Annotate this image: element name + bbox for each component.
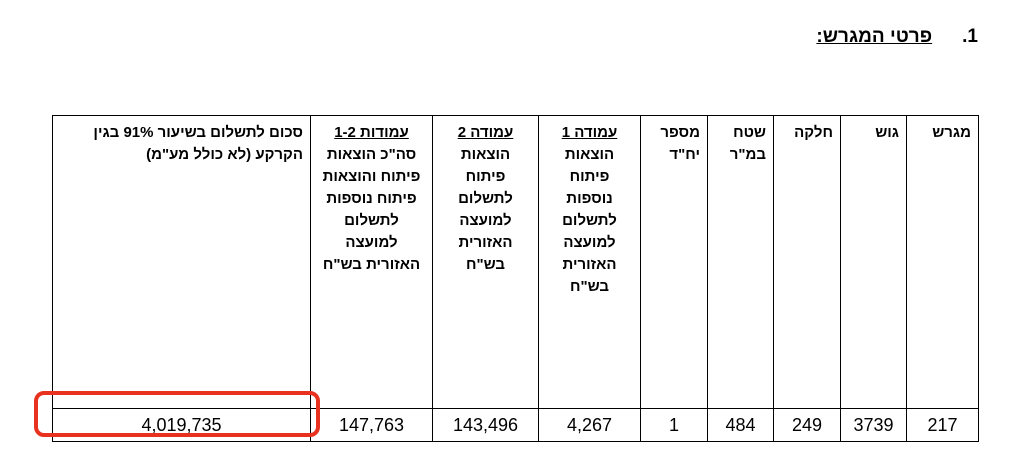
header-cell: עמודות 1-2 סה"כ הוצאות פיתוח והוצאות פיתו… [310, 115, 433, 409]
header-cell: מגרש [906, 115, 979, 409]
table-cell: 4,267 [538, 408, 641, 442]
header-text: הוצאות פיתוח לתשלום למועצה האזורית בש"ח [458, 146, 513, 273]
header-row: מגרש גוש חלקה שטח במ"ר מספר יח"ד עמודה 1 הוצאו… [52, 115, 979, 409]
header-title: שטח במ"ר [729, 124, 766, 163]
table-cell: 1 [640, 408, 708, 442]
table-cell: 217 [906, 408, 979, 442]
header-title: סכום לתשלום בשיעור 91% בגין הקרקע (לא כו… [93, 124, 303, 163]
table-cell: 249 [773, 408, 841, 442]
plot-table: מגרש גוש חלקה שטח במ"ר מספר יח"ד עמודה 1 הוצאו… [52, 115, 979, 442]
header-title: מספר יח"ד [660, 124, 700, 163]
header-title: חלקה [794, 124, 833, 141]
header-cell: שטח במ"ר [707, 115, 774, 409]
header-title: מגרש [932, 124, 971, 141]
header-text: הוצאות פיתוח נוספות לתשלום למועצה האזורי… [562, 146, 617, 295]
section-number: 1. [962, 26, 978, 47]
table-cell: 147,763 [310, 408, 433, 442]
header-title: עמודות 1-2 [334, 124, 409, 141]
header-text: סה"כ הוצאות פיתוח והוצאות פיתוח נוספות ל… [322, 146, 421, 273]
table-cell: 143,496 [432, 408, 539, 442]
header-title: עמודה 2 [457, 124, 514, 141]
header-cell: עמודה 1 הוצאות פיתוח נוספות לתשלום למועצה… [538, 115, 641, 409]
header-cell: חלקה [773, 115, 841, 409]
header-cell: גוש [840, 115, 907, 409]
section-heading: 1. פרטי המגרש: [816, 26, 978, 48]
highlight-box [34, 391, 320, 437]
header-title: גוש [875, 124, 899, 141]
header-cell: סכום לתשלום בשיעור 91% בגין הקרקע (לא כו… [52, 115, 311, 409]
header-title: עמודה 1 [561, 124, 618, 141]
table-cell: 3739 [840, 408, 907, 442]
header-cell: מספר יח"ד [640, 115, 708, 409]
section-title: פרטי המגרש: [816, 26, 933, 47]
header-cell: עמודה 2 הוצאות פיתוח לתשלום למועצה האזורי… [432, 115, 539, 409]
table-cell: 484 [707, 408, 774, 442]
